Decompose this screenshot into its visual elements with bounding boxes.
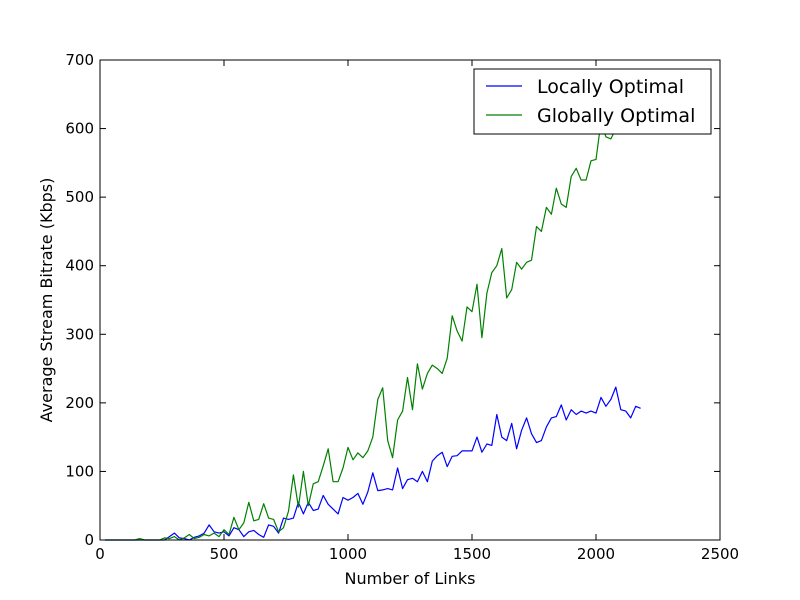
x-tick-label: 2000 (577, 545, 615, 563)
series-line-locally-optimal (105, 386, 641, 541)
y-tick-label: 0 (84, 531, 94, 549)
series-locally-optimal (105, 386, 641, 541)
legend: Locally Optimal Globally Optimal (473, 68, 712, 135)
y-tick-label: 300 (65, 325, 94, 343)
legend-label-globally-optimal: Globally Optimal (537, 105, 695, 127)
legend-label-locally-optimal: Locally Optimal (537, 76, 684, 98)
y-tick-label: 100 (65, 462, 94, 480)
legend-box (473, 68, 712, 135)
y-axis-label: Average Stream Bitrate (Kbps) (37, 178, 56, 423)
x-tick-label: 2500 (701, 545, 739, 563)
y-tick-label: 700 (65, 51, 94, 69)
x-tick-label: 1500 (453, 545, 491, 563)
x-tick-label: 500 (210, 545, 239, 563)
x-tick-label: 1000 (329, 545, 367, 563)
y-tick-label: 500 (65, 188, 94, 206)
x-axis-label: Number of Links (345, 569, 476, 588)
series-layer (105, 121, 641, 541)
y-tick-label: 200 (65, 394, 94, 412)
ticks-layer: 0 500 1000 1500 2000 2500 0 100 200 300 400 500 600 7… (65, 51, 739, 563)
series-line-globally-optimal (105, 121, 617, 541)
series-globally-optimal (105, 121, 617, 541)
y-tick-label: 600 (65, 120, 94, 138)
x-tick-label: 0 (95, 545, 105, 563)
plot-frame (99, 59, 721, 541)
y-tick-label: 400 (65, 257, 94, 275)
